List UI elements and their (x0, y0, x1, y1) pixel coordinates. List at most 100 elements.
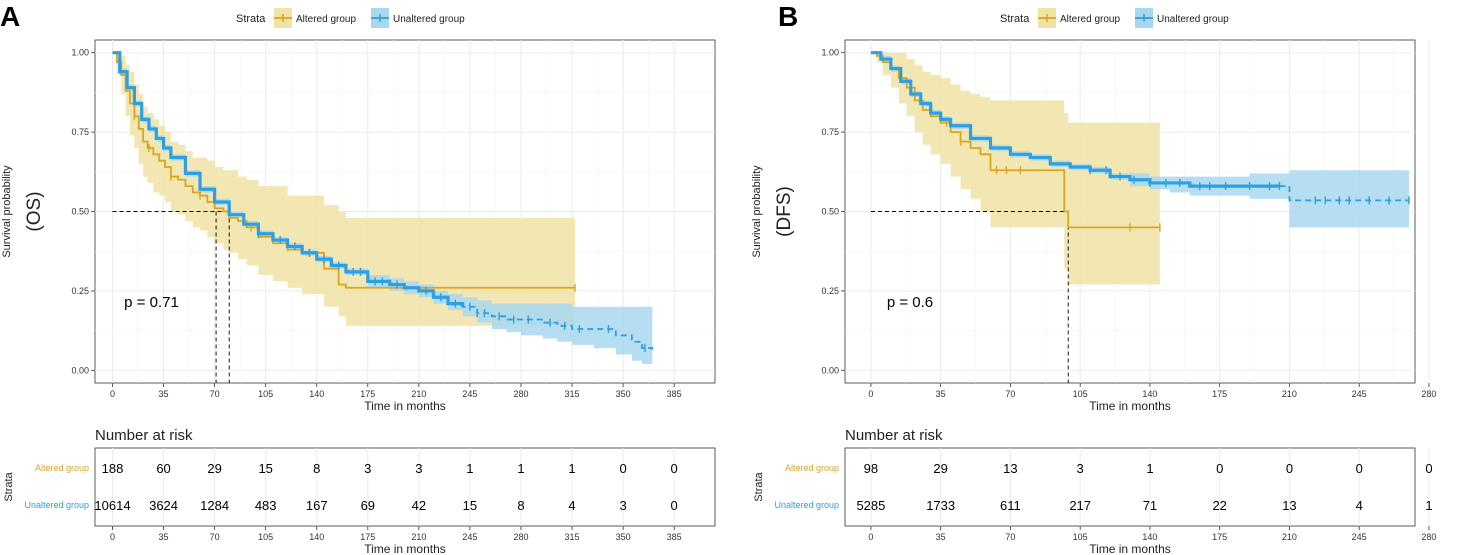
risk-x-tick-label: 35 (936, 532, 946, 542)
survival-curve-unaltered (112, 51, 465, 307)
risk-strata-label: Strata (3, 471, 15, 501)
y-tick-label: 1.00 (821, 48, 839, 58)
risk-count: 71 (1143, 498, 1157, 513)
y-tick-label: 0.75 (71, 127, 89, 137)
risk-strata-label: Strata (753, 471, 765, 501)
confidence-band-altered (112, 52, 575, 326)
risk-count: 0 (1216, 461, 1223, 476)
x-tick-label: 280 (1421, 389, 1436, 399)
risk-x-tick-label: 175 (1212, 532, 1227, 542)
risk-x-tick-label: 280 (513, 532, 528, 542)
risk-table: Number at risk Altered group 98 29 13 3 1 0 0 0 0 U… (753, 427, 1436, 555)
risk-count: 3624 (149, 498, 178, 513)
x-tick-label: 210 (1282, 389, 1297, 399)
y-axis-label: Survival probability (751, 165, 763, 258)
plot-area (844, 39, 1430, 384)
legend-title: Strata (236, 13, 266, 25)
risk-table-title: Number at risk (845, 427, 943, 444)
y-tick-label: 0.25 (71, 286, 89, 296)
y-tick-label: 0.50 (71, 207, 89, 217)
risk-x-tick-label: 0 (110, 532, 115, 542)
risk-count: 167 (306, 498, 328, 513)
risk-count: 13 (1282, 498, 1296, 513)
risk-row-label: Altered group (785, 463, 839, 473)
x-tick-label: 35 (936, 389, 946, 399)
confidence-band-unaltered (870, 52, 1410, 228)
x-tick-label: 175 (1212, 389, 1227, 399)
risk-count: 3 (1077, 461, 1084, 476)
risk-x-tick-label: 245 (1352, 532, 1367, 542)
risk-table-title: Number at risk (95, 427, 193, 444)
risk-count: 0 (1356, 461, 1363, 476)
risk-count: 1 (517, 461, 524, 476)
risk-count: 10614 (94, 498, 130, 513)
legend-label: Unaltered group (1157, 14, 1229, 25)
panel-label: A (0, 1, 20, 32)
y-tick-label: 0.00 (821, 365, 839, 375)
y-tick-label: 0.25 (821, 286, 839, 296)
risk-count: 4 (1356, 498, 1363, 513)
p-value: p = 0.71 (124, 294, 179, 311)
risk-x-tick-label: 210 (411, 532, 426, 542)
risk-count: 8 (313, 461, 320, 476)
risk-count: 1 (568, 461, 575, 476)
plot-area (94, 39, 716, 384)
panel-label: B (778, 1, 798, 32)
x-tick-label: 280 (513, 389, 528, 399)
panel-b: B Strata Altered group Unaltered group p = 0… (751, 1, 1436, 555)
x-tick-label: 105 (1073, 389, 1088, 399)
risk-x-axis-label: Time in months (1089, 542, 1171, 555)
risk-count: 0 (1286, 461, 1293, 476)
panel-a: A Strata Altered group Unaltered group p = 0… (0, 1, 716, 555)
risk-count: 69 (361, 498, 375, 513)
x-tick-label: 245 (462, 389, 477, 399)
x-tick-label: 70 (210, 389, 220, 399)
risk-count: 42 (412, 498, 426, 513)
risk-count: 1284 (200, 498, 229, 513)
risk-table-border (844, 447, 1416, 527)
legend: Strata Altered group Unaltered group (236, 8, 465, 28)
risk-count: 1 (1146, 461, 1153, 476)
x-tick-label: 70 (1005, 389, 1015, 399)
risk-count: 188 (102, 461, 124, 476)
risk-count: 22 (1212, 498, 1226, 513)
risk-x-tick-label: 140 (309, 532, 324, 542)
y-tick-label: 0.00 (71, 365, 89, 375)
risk-x-tick-label: 140 (1142, 532, 1157, 542)
risk-count: 217 (1069, 498, 1091, 513)
risk-x-tick-label: 210 (1282, 532, 1297, 542)
risk-count: 29 (933, 461, 947, 476)
x-tick-label: 385 (667, 389, 682, 399)
legend: Strata Altered group Unaltered group (1000, 8, 1229, 28)
risk-count: 0 (671, 461, 678, 476)
risk-count: 29 (207, 461, 221, 476)
legend-label: Altered group (296, 14, 356, 25)
x-tick-label: 245 (1352, 389, 1367, 399)
risk-count: 13 (1003, 461, 1017, 476)
risk-count: 8 (517, 498, 524, 513)
risk-x-tick-label: 315 (565, 532, 580, 542)
risk-x-tick-label: 350 (616, 532, 631, 542)
risk-x-tick-label: 0 (868, 532, 873, 542)
risk-x-tick-label: 175 (360, 532, 375, 542)
risk-count: 1 (466, 461, 473, 476)
risk-count: 1733 (926, 498, 955, 513)
risk-count: 1 (1425, 498, 1432, 513)
confidence-band-unaltered (112, 52, 653, 364)
risk-count: 15 (258, 461, 272, 476)
x-tick-label: 140 (309, 389, 324, 399)
risk-count: 3 (364, 461, 371, 476)
legend-label: Unaltered group (393, 14, 465, 25)
risk-table-border (94, 447, 716, 527)
legend-title: Strata (1000, 13, 1030, 25)
risk-row-label: Altered group (35, 463, 89, 473)
risk-count: 60 (156, 461, 170, 476)
y-axis-label-endpoint: (OS) (24, 191, 45, 231)
risk-count: 3 (415, 461, 422, 476)
x-axis-label: Time in months (1089, 399, 1171, 413)
x-tick-label: 0 (868, 389, 873, 399)
risk-x-axis-label: Time in months (364, 542, 446, 555)
risk-count: 483 (255, 498, 277, 513)
